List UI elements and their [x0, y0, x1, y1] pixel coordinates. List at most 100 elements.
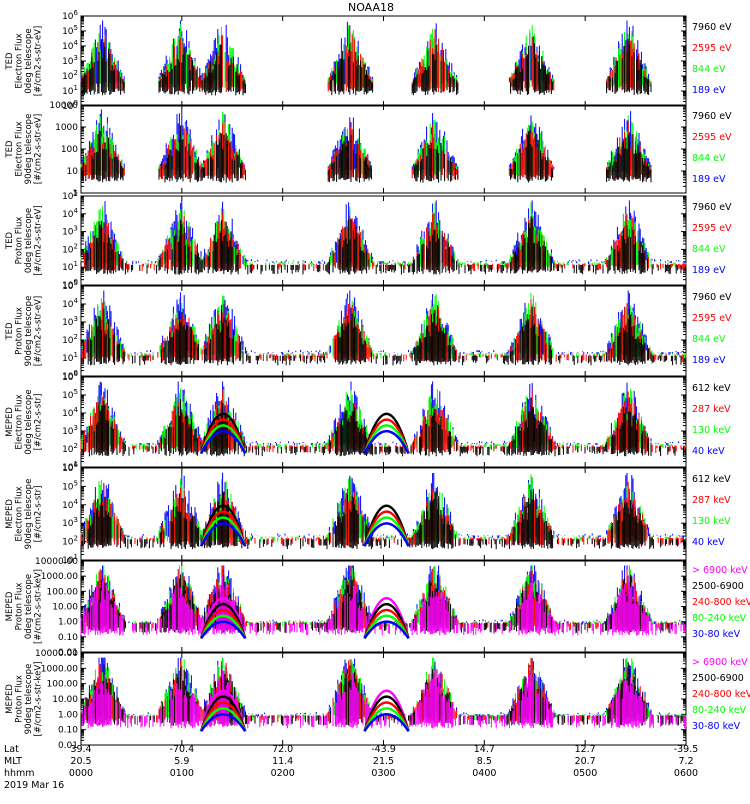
y-tick-exponent: 4	[74, 498, 79, 506]
y-tick-label: 105	[62, 279, 78, 292]
y-tick-exponent: 1	[74, 460, 78, 468]
y-tick-base: 10	[62, 445, 74, 455]
y-tick-exponent: 5	[74, 388, 78, 396]
legend-entry: 2595 eV	[692, 223, 732, 234]
y-tick-base: 10	[62, 427, 74, 437]
x-axis-lat-value: 72.0	[272, 744, 293, 755]
legend-entry: 30-80 keV	[692, 721, 741, 732]
y-tick-label: 103	[62, 516, 78, 529]
y-tick-label: 0.01	[58, 741, 78, 751]
y-tick-label: 102	[62, 333, 78, 346]
y-tick-base: 10	[62, 373, 74, 383]
y-axis-label-line: [#/cm2-s-str]	[34, 394, 44, 451]
x-axis-lat-value: -43.9	[371, 744, 396, 755]
legend-entry: 844 eV	[692, 244, 726, 255]
y-tick-base: 10	[62, 556, 74, 566]
legend-entry: 287 keV	[692, 495, 731, 506]
y-axis-label-line: [#/cm2-s-str-eV]	[34, 26, 44, 96]
y-tick-label: 105	[62, 24, 78, 37]
dome-trace	[363, 429, 410, 455]
legend-entry: 7960 eV	[692, 111, 732, 122]
y-tick-base: 10	[62, 336, 74, 346]
y-tick-label: 101	[62, 84, 78, 97]
legend-entry: 30-80 keV	[692, 629, 741, 640]
y-tick-base: 10	[62, 300, 74, 310]
dome-trace	[363, 707, 410, 732]
y-tick-base: 10	[62, 87, 74, 97]
y-tick-label: 102	[62, 69, 78, 82]
legend-entry: 2500-6900	[692, 581, 744, 592]
y-tick-label: 104	[62, 297, 78, 310]
y-tick-label: 103	[62, 315, 78, 328]
dome-trace	[200, 707, 247, 732]
y-tick-exponent: 2	[74, 535, 78, 543]
dome-trace	[363, 614, 410, 639]
legend-entry: 844 eV	[692, 153, 726, 164]
y-axis-label-line: MEPED	[5, 407, 15, 437]
y-tick-label: 0.01	[58, 648, 78, 658]
x-axis-mlt-value: 11.4	[272, 756, 293, 767]
legend-entry: 189 eV	[692, 265, 726, 276]
data-trace	[82, 306, 682, 366]
y-tick-exponent: 3	[74, 315, 78, 323]
y-tick-label: 104	[62, 39, 78, 52]
data-trace	[80, 575, 686, 636]
legend-entry: 240-800 keV	[692, 689, 750, 700]
y-axis-label-line: 0deg telescope	[24, 574, 34, 639]
y-tick-label: 1000.00	[41, 664, 78, 674]
y-axis-label-line: 0deg telescope	[24, 208, 34, 273]
y-tick-label: 1.00	[58, 618, 78, 628]
y-tick-exponent: 4	[74, 297, 79, 305]
y-tick-exponent: 5	[74, 189, 78, 197]
y-axis-label-line: MEPED	[5, 499, 15, 529]
y-tick-exponent: 6	[74, 9, 79, 17]
x-axis-row-label: MLT	[4, 756, 22, 767]
y-axis-label-line: MEPED	[5, 591, 15, 621]
y-tick-exponent: 1	[74, 260, 78, 268]
y-tick-label: 10	[67, 167, 79, 177]
dome-trace	[200, 713, 247, 732]
dome-trace	[363, 620, 410, 640]
y-tick-label: 100	[61, 145, 78, 155]
y-tick-label: 103	[62, 225, 78, 238]
y-tick-label: 101	[62, 460, 78, 473]
y-tick-base: 10	[62, 57, 74, 67]
x-axis-mlt-value: 8.5	[477, 756, 492, 767]
x-axis-lat-value: -70.4	[170, 744, 195, 755]
y-axis-label: MEPEDProton Flux0deg telescope[#/cm2-s-s…	[5, 569, 44, 644]
y-tick-base: 10	[62, 12, 74, 22]
y-tick-label: 100	[62, 369, 78, 382]
y-axis-label-line: [#/cm2-s-str-keV]	[34, 662, 44, 737]
y-axis-label-line: 90deg telescope	[24, 114, 34, 185]
y-tick-label: 1000.00	[41, 572, 78, 582]
y-tick-label: 100	[62, 99, 78, 112]
y-tick-label: 103	[62, 54, 78, 67]
y-tick-label: 106	[62, 461, 78, 474]
legend-entry: 2595 eV	[692, 132, 732, 143]
y-tick-label: 102	[62, 535, 78, 548]
dome-trace	[200, 620, 247, 640]
y-tick-label: 100	[62, 278, 78, 291]
y-axis-label-line: Proton Flux	[15, 217, 25, 265]
legend-entry: 80-240 keV	[692, 613, 747, 624]
y-axis-label-line: 90deg telescope	[24, 664, 34, 735]
y-tick-label: 1.00	[58, 710, 78, 720]
y-tick-base: 10	[62, 538, 74, 548]
y-tick-exponent: 3	[74, 424, 78, 432]
data-trace	[80, 125, 652, 183]
x-axis-mlt-value: 21.5	[373, 756, 394, 767]
y-tick-base: 10	[62, 42, 74, 52]
legend-entry: 844 eV	[692, 64, 726, 75]
y-axis-label-line: Proton Flux	[15, 675, 25, 723]
y-tick-label: 0.10	[58, 726, 78, 736]
y-tick-base: 10	[62, 463, 74, 473]
y-tick-label: 101	[62, 351, 78, 364]
y-axis-label-line: 0deg telescope	[24, 28, 34, 93]
x-axis-hhmm-value: 0600	[674, 768, 698, 779]
dome-trace	[200, 614, 247, 639]
y-tick-base: 10	[62, 354, 74, 364]
